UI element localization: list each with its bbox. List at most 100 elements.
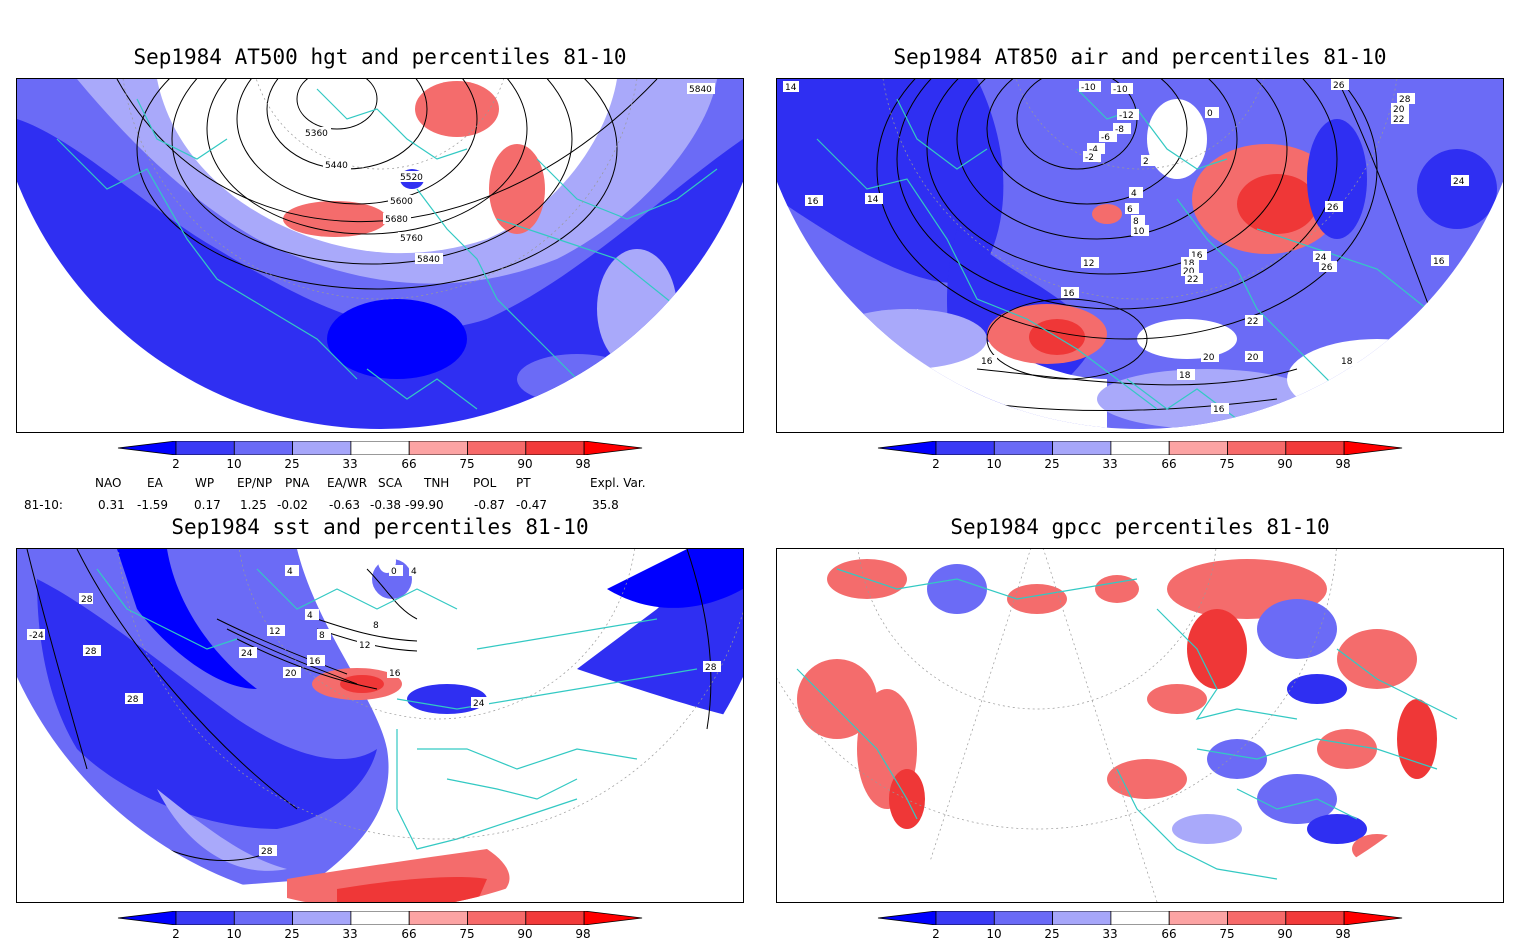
air850-map-field (777, 79, 1503, 429)
colorbar-tick: 2 (172, 927, 180, 941)
sst-contour-labels: 28 -24 28 28 4 4 0 4 8 8 12 12 16 16 20 … (27, 565, 721, 857)
svg-text:4: 4 (1131, 189, 1137, 199)
colorbar-tick: 66 (1161, 457, 1177, 471)
svg-text:28: 28 (81, 595, 93, 605)
svg-text:-12: -12 (1119, 111, 1134, 121)
colorbar-segment (993, 911, 1054, 925)
svg-text:26: 26 (1327, 203, 1339, 213)
colorbar-tick: 90 (517, 457, 533, 471)
svg-text:-8: -8 (1115, 125, 1124, 135)
tele-header-pna: PNA (285, 476, 310, 490)
colorbar-segment (935, 441, 995, 455)
teleconnection-table: NAO EA WP EP/NP PNA EA/WR SCA TNH POL PT… (0, 474, 760, 514)
colorbar-segment (1227, 911, 1287, 925)
tele-value-expl-var: 35.8 (592, 498, 619, 512)
svg-text:-4: -4 (1089, 145, 1098, 155)
svg-text:12: 12 (1083, 259, 1094, 269)
colorbar-tick: 75 (1219, 457, 1235, 471)
svg-text:16: 16 (389, 669, 401, 679)
colorbar-segment (117, 911, 177, 925)
colorbar-segment (175, 911, 235, 925)
panel-title-gpcc: Sep1984 gpcc percentiles 81-10 (950, 515, 1330, 539)
colorbar-segment (292, 441, 352, 455)
colorbar-top-left: 2 10 25 33 66 75 90 98 (115, 441, 645, 477)
tele-header-pt: PT (516, 476, 531, 490)
tele-header-wp: WP (195, 476, 215, 490)
colorbar-segment (1343, 911, 1403, 925)
colorbar-segment (583, 441, 643, 455)
map-panel-air850: 14 -10 -10 -12 -8 -6 -4 -2 0 2 4 6 8 10 … (776, 78, 1504, 433)
hgt500-map-field (17, 79, 743, 429)
svg-text:28: 28 (705, 663, 717, 673)
colorbar-bottom-left: 2 10 25 33 66 75 90 98 (115, 911, 645, 947)
colorbar-segment (1227, 441, 1287, 455)
svg-text:0: 0 (1207, 109, 1213, 119)
colorbar-segment (467, 911, 527, 925)
colorbar-tick: 25 (284, 927, 300, 941)
tele-value-tnh: -99.90 (405, 498, 444, 512)
colorbar-segment (233, 911, 294, 925)
svg-text:-10: -10 (1113, 85, 1128, 95)
colorbar-tick: 2 (932, 457, 940, 471)
map-panel-sst: 28 -24 28 28 4 4 0 4 8 8 12 12 16 16 20 … (16, 548, 744, 903)
colorbar-segment (877, 441, 937, 455)
colorbar-segment (877, 911, 937, 925)
tele-value-sca: -0.38 (370, 498, 402, 512)
colorbar-segment (993, 441, 1054, 455)
svg-text:-10: -10 (1081, 83, 1096, 93)
tele-header-sca: SCA (378, 476, 403, 490)
hgt500-contour-labels: 5840 5360 5440 5520 5600 5680 5760 5840 (303, 83, 715, 265)
svg-text:16: 16 (1433, 257, 1445, 267)
svg-text:18: 18 (1179, 371, 1191, 381)
svg-text:6: 6 (1127, 205, 1133, 215)
colorbar-tick: 66 (1161, 927, 1177, 941)
svg-text:22: 22 (1247, 317, 1258, 327)
svg-text:24: 24 (241, 649, 253, 659)
svg-text:24: 24 (473, 699, 485, 709)
map-panel-gpcc (776, 548, 1504, 903)
colorbar-segment (117, 441, 177, 455)
svg-text:0: 0 (391, 567, 397, 577)
svg-text:16: 16 (1213, 405, 1225, 415)
svg-text:22: 22 (1393, 115, 1404, 125)
svg-text:28: 28 (1399, 95, 1411, 105)
svg-text:20: 20 (1203, 353, 1215, 363)
colorbar-segment (525, 911, 585, 925)
colorbar-segment (1110, 911, 1170, 925)
colorbar-segment (1110, 441, 1170, 455)
colorbar-tick: 2 (172, 457, 180, 471)
svg-text:2: 2 (1143, 157, 1149, 167)
svg-text:24: 24 (1453, 177, 1465, 187)
colorbar-segment (1052, 441, 1112, 455)
svg-text:16: 16 (807, 197, 819, 207)
colorbar-tick: 75 (459, 927, 475, 941)
svg-text:5600: 5600 (390, 197, 413, 207)
colorbar-top-right: 2 10 25 33 66 75 90 98 (875, 441, 1405, 477)
svg-text:26: 26 (1321, 263, 1333, 273)
tele-value-pol: -0.87 (474, 498, 506, 512)
colorbar-tick: 10 (226, 927, 242, 941)
svg-text:-2: -2 (1085, 153, 1094, 163)
colorbar-segment (583, 911, 643, 925)
colorbar-tick: 66 (401, 927, 417, 941)
colorbar-tick: 25 (1044, 927, 1060, 941)
colorbar-tick: 10 (986, 927, 1002, 941)
colorbar-tick: 98 (1335, 927, 1351, 941)
colorbar-segment (525, 441, 585, 455)
tele-header-pol: POL (473, 476, 497, 490)
svg-text:16: 16 (1063, 289, 1075, 299)
colorbar-segment (350, 441, 410, 455)
colorbar-tick: 25 (284, 457, 300, 471)
tele-header-epnp: EP/NP (237, 476, 273, 490)
panel-title-air850: Sep1984 AT850 air and percentiles 81-10 (893, 45, 1387, 69)
colorbar-segment (467, 441, 527, 455)
svg-text:8: 8 (373, 621, 379, 631)
svg-text:16: 16 (1191, 251, 1203, 261)
colorbar-segment (1343, 441, 1403, 455)
svg-text:20: 20 (285, 669, 297, 679)
colorbar-tick: 98 (1335, 457, 1351, 471)
colorbar-bottom-right: 2 10 25 33 66 75 90 98 (875, 911, 1405, 947)
svg-text:10: 10 (1133, 227, 1145, 237)
colorbar-tick: 33 (342, 927, 358, 941)
colorbar-segment (233, 441, 294, 455)
